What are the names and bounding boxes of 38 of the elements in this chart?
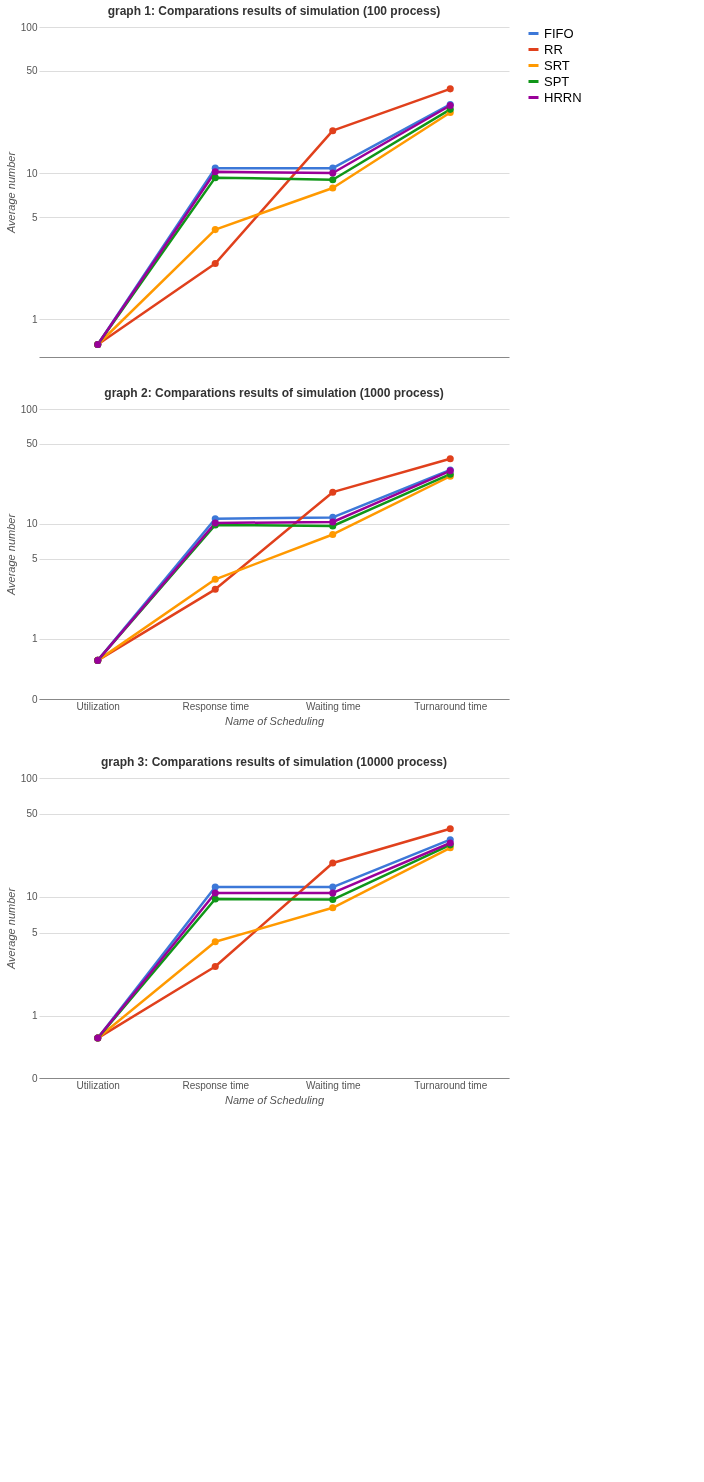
y-axis-title: Average number (4, 886, 17, 971)
y-tick-label: 0 (31, 693, 38, 705)
y-tick-label: 10 (26, 891, 38, 903)
x-tick-label: Waiting time (305, 1079, 361, 1091)
x-tick-label: Utilization (76, 1079, 120, 1091)
y-tick-label: 50 (26, 65, 38, 77)
x-tick-label: Response time (182, 700, 250, 712)
x-axis-title: Name of Scheduling (224, 1093, 325, 1106)
y-tick-label: 1 (31, 313, 38, 325)
x-tick-label: Utilization (76, 700, 120, 712)
chart-title: graph 1: Comparations results of simulation (100 process) (107, 4, 441, 18)
y-axis-title: Average number (4, 150, 17, 235)
y-tick-label: 1 (31, 633, 38, 645)
y-tick-label: 0 (31, 1072, 38, 1084)
x-axis-title: Name of Scheduling (224, 714, 325, 727)
y-tick-label: 5 (31, 211, 38, 223)
y-tick-label: 100 (20, 403, 38, 415)
x-tick-label: Response time (182, 1079, 250, 1091)
x-tick-label: Waiting time (305, 700, 361, 712)
x-tick-label: Turnaround time (414, 1079, 488, 1091)
y-tick-label: 1 (31, 1010, 38, 1022)
legend-label: HRRN (544, 89, 582, 105)
y-tick-label: 100 (20, 772, 38, 784)
y-tick-label: 50 (26, 808, 38, 820)
y-tick-label: 10 (26, 167, 38, 179)
legend-label: RR (544, 41, 563, 57)
chart-title: graph 3: Comparations results of simulation (10000 process) (100, 755, 448, 769)
y-tick-label: 5 (31, 553, 38, 565)
chart-title: graph 2: Comparations results of simulation (1000 process) (104, 386, 444, 400)
y-axis-title: Average number (4, 512, 17, 597)
y-tick-label: 10 (26, 518, 38, 530)
y-tick-label: 50 (26, 438, 38, 450)
y-tick-label: 100 (20, 21, 38, 33)
y-tick-label: 5 (31, 927, 38, 939)
x-tick-label: Turnaround time (414, 700, 488, 712)
legend-label: FIFO (544, 25, 574, 41)
legend-label: SPT (544, 73, 570, 89)
legend-label: SRT (544, 57, 570, 73)
